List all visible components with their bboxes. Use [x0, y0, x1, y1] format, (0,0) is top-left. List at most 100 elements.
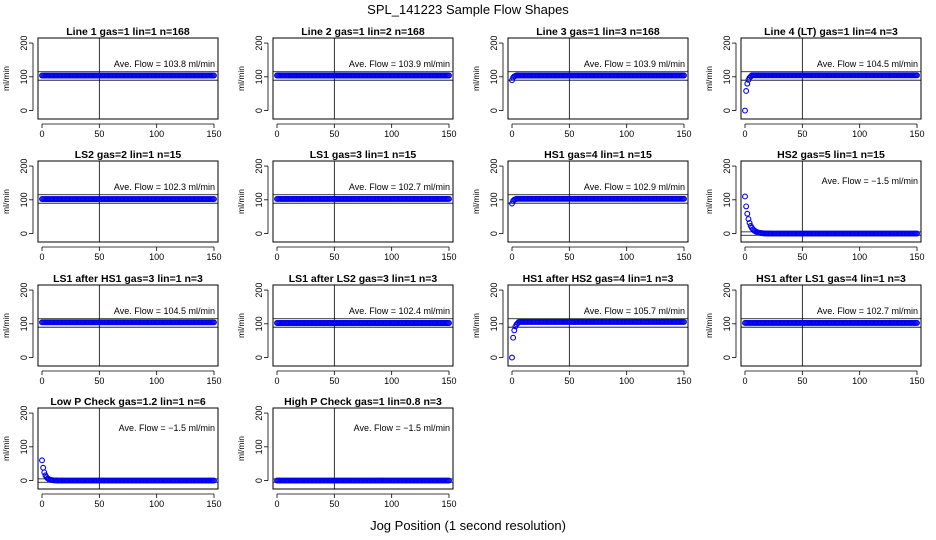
x-tick-label: 0	[39, 499, 44, 509]
plot-frame	[740, 284, 922, 367]
x-tick-label: 50	[329, 376, 339, 386]
x-tick-label: 100	[384, 252, 399, 262]
plot-frame	[740, 37, 922, 120]
y-tick-label: 200	[254, 283, 264, 298]
panel-13: Low P Check gas=1.2 lin=1 n=6 0 50 100 150 0 1…	[1, 396, 222, 509]
y-axis-label: ml/min	[236, 189, 246, 214]
x-tick-label: 100	[149, 252, 164, 262]
y-axis-label: ml/min	[236, 313, 246, 338]
data-points	[509, 195, 687, 207]
y-axis-label: ml/min	[704, 66, 714, 91]
y-tick-label: 100	[19, 192, 29, 207]
x-tick-label: 150	[909, 376, 924, 386]
ave-flow-label: Ave. Flow = 103.9 ml/min	[349, 59, 450, 69]
data-point	[211, 477, 217, 484]
data-points	[39, 72, 217, 79]
data-points	[742, 72, 920, 114]
x-tick-label: 150	[441, 376, 456, 386]
x-tick-label: 0	[742, 129, 747, 139]
panel-9: LS1 after HS1 gas=3 lin=1 n=3 0 50 100 150 0 1…	[1, 273, 222, 386]
data-points	[274, 477, 452, 484]
panel-6: LS1 gas=3 lin=1 n=15 0 50 100 150 0 100 200 ml/m…	[236, 149, 457, 262]
x-tick-label: 0	[742, 252, 747, 262]
y-tick-label: 100	[254, 439, 264, 454]
y-tick-label: 100	[19, 316, 29, 331]
x-tick-label: 0	[39, 252, 44, 262]
y-axis-label: ml/min	[471, 66, 481, 91]
plot-frame	[272, 160, 454, 243]
x-tick-label: 150	[441, 499, 456, 509]
ave-flow-label: Ave. Flow = 102.7 ml/min	[817, 306, 918, 316]
data-point	[743, 203, 750, 210]
panel-title: Line 4 (LT) gas=1 lin=4 n=3	[764, 26, 898, 38]
x-tick-label: 0	[742, 376, 747, 386]
x-tick-label: 50	[797, 376, 807, 386]
data-point	[446, 320, 452, 326]
x-tick-label: 100	[149, 129, 164, 139]
x-tick-label: 50	[564, 129, 574, 139]
y-axis-label: ml/min	[471, 313, 481, 338]
data-point	[211, 319, 217, 326]
ave-flow-label: Ave. Flow = −1.5 ml/min	[822, 176, 918, 186]
data-points	[39, 319, 217, 326]
plot-frame	[507, 37, 689, 120]
panel-title: LS1 after LS2 gas=3 lin=1 n=3	[289, 273, 438, 285]
y-axis-label: ml/min	[1, 66, 11, 91]
y-tick-label: 200	[489, 36, 499, 51]
y-tick-label: 100	[254, 316, 264, 331]
x-tick-label: 100	[852, 376, 867, 386]
x-tick-label: 0	[274, 252, 279, 262]
ave-flow-label: Ave. Flow = 104.5 ml/min	[817, 59, 918, 69]
data-point	[742, 107, 748, 114]
data-point	[745, 216, 752, 222]
data-point	[446, 72, 452, 79]
panel-5: LS2 gas=2 lin=1 n=15 0 50 100 150 0 100 200 ml/m…	[1, 149, 222, 262]
x-tick-label: 0	[39, 376, 44, 386]
y-tick-label: 100	[489, 192, 499, 207]
x-tick-label: 150	[676, 252, 691, 262]
y-tick-label: 0	[489, 108, 499, 113]
panel-7: HS1 gas=4 lin=1 n=15 0 50 100 150 0 100 200 ml/m…	[471, 149, 692, 262]
x-tick-label: 150	[909, 252, 924, 262]
y-tick-label: 0	[19, 231, 29, 236]
data-points	[274, 195, 452, 202]
panel-14: High P Check gas=1 lin=0.8 n=3 0 50 100 150 0…	[236, 396, 457, 509]
y-tick-label: 0	[254, 355, 264, 360]
x-tick-label: 100	[149, 499, 164, 509]
data-point	[446, 195, 452, 202]
x-tick-label: 50	[329, 499, 339, 509]
x-tick-label: 150	[909, 129, 924, 139]
x-tick-label: 100	[619, 252, 634, 262]
x-tick-label: 0	[509, 252, 514, 262]
x-tick-label: 50	[94, 376, 104, 386]
ave-flow-label: Ave. Flow = 102.3 ml/min	[114, 182, 215, 192]
x-tick-label: 0	[274, 129, 279, 139]
panel-title: High P Check gas=1 lin=0.8 n=3	[284, 396, 442, 408]
panel-title: HS1 gas=4 lin=1 n=15	[544, 149, 652, 161]
y-tick-label: 200	[722, 159, 732, 174]
data-point	[746, 219, 753, 226]
data-point	[914, 319, 920, 326]
x-tick-label: 150	[676, 129, 691, 139]
x-tick-label: 50	[94, 129, 104, 139]
data-point	[211, 196, 217, 202]
y-tick-label: 0	[722, 355, 732, 360]
x-tick-label: 100	[384, 499, 399, 509]
data-point	[743, 87, 750, 94]
x-tick-label: 100	[619, 129, 634, 139]
y-tick-label: 200	[19, 406, 29, 421]
y-tick-label: 200	[722, 36, 732, 51]
x-tick-label: 50	[329, 129, 339, 139]
y-axis-label: ml/min	[471, 189, 481, 214]
y-tick-label: 0	[254, 478, 264, 483]
data-points	[509, 72, 687, 84]
panel-8: HS2 gas=5 lin=1 n=15 0 50 100 150 0 100 200 ml/m…	[704, 149, 925, 262]
panel-title: LS1 gas=3 lin=1 n=15	[310, 149, 417, 161]
panel-1: Line 1 gas=1 lin=1 n=168 0 50 100 150 0 100 200…	[1, 26, 222, 139]
y-tick-label: 0	[19, 478, 29, 483]
data-point	[681, 195, 687, 202]
x-tick-label: 50	[797, 129, 807, 139]
y-tick-label: 0	[254, 231, 264, 236]
y-tick-label: 0	[489, 231, 499, 236]
